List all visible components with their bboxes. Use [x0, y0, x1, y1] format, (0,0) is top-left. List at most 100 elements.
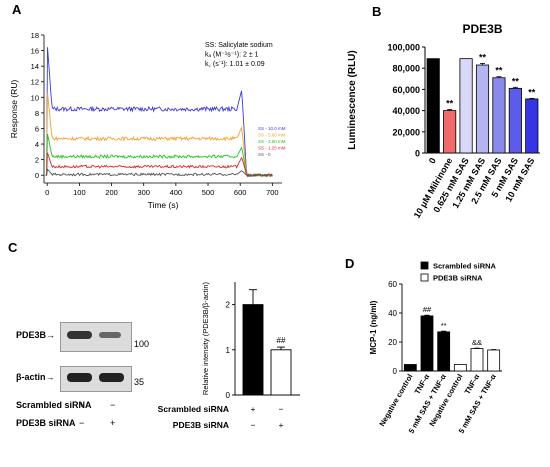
c-row-sign: −: [279, 404, 284, 414]
a-x-tick-label: 0: [45, 188, 49, 197]
a-y-tick-label: 16: [31, 47, 39, 56]
b-significance: **: [528, 87, 536, 97]
panel-label-a: A: [12, 2, 22, 17]
a-legend-entry: SS - 10.0 mM: [258, 126, 286, 131]
d-legend-label: PDE3B siRNA: [433, 274, 483, 283]
a-y-tick-label: 18: [31, 31, 39, 40]
panel-label-b: B: [372, 4, 382, 19]
a-x-tick-label: 200: [105, 188, 118, 197]
d-bar: [453, 364, 467, 372]
a-x-tick-label: 100: [73, 188, 86, 197]
a-annotation: kₐ (M⁻¹s⁻¹): 2 ± 1: [205, 52, 259, 59]
d-bar: [487, 349, 501, 372]
a-y-tick-label: 12: [31, 78, 39, 87]
c-significance: ##: [277, 336, 286, 345]
b-bar: [508, 87, 522, 154]
a-annotation: SS: Salicylate sodium: [205, 42, 273, 49]
b-y-tick-label: 0: [415, 149, 420, 159]
a-y-tick-label: 4: [35, 140, 39, 149]
blot-band-pde3b-label: PDE3B→: [16, 330, 56, 340]
a-legend-entry: SS - 5.00 mM: [258, 133, 286, 138]
blot-row1-label: Scrambled siRNA: [16, 400, 92, 410]
c-y-axis-title: Relative intensity (PDE3B/β-actin): [201, 281, 210, 395]
b-significance: **: [495, 66, 503, 76]
a-x-tick-label: 300: [137, 188, 150, 197]
a-series-line: [45, 152, 273, 177]
a-y-tick-label: 0: [35, 171, 39, 180]
a-y-tick-label: 6: [35, 124, 39, 133]
c-row-sign: +: [251, 404, 256, 414]
blot-actin-band-2: [99, 373, 124, 382]
b-significance: **: [512, 76, 520, 86]
d-bar: [437, 331, 451, 372]
blot-pde3b-band-1: [67, 331, 92, 339]
b-title: PDE3B: [462, 22, 502, 36]
blot-row2-label: PDE3B siRNA: [16, 418, 76, 428]
b-bar: [459, 58, 473, 154]
blot-pde3b-band-2: [99, 332, 121, 338]
d-y-axis-title: MCP-1 (ng/ml): [369, 300, 378, 354]
b-y-tick-label: 80,000: [392, 64, 420, 74]
a-x-axis-title: Time (s): [148, 200, 179, 210]
b-significance: **: [446, 99, 454, 109]
blot-marker-35: 35: [134, 377, 145, 387]
a-series-line: [45, 92, 273, 178]
a-legend-entry: SS - 0: [258, 152, 271, 157]
a-series-line: [45, 168, 273, 177]
d-y-tick-label: 40: [388, 309, 397, 318]
c-bar: [242, 304, 264, 396]
panel-label-d: D: [345, 256, 355, 271]
c-y-tick-label: 2: [226, 301, 231, 310]
blot-row1-sign-1: +: [79, 400, 85, 410]
d-legend-swatch: [420, 273, 429, 282]
d-bar: [403, 364, 417, 372]
b-y-axis-title: Luminescence (RLU): [347, 50, 358, 149]
c-y-tick-label: 0: [226, 391, 231, 400]
b-bar: [443, 110, 457, 154]
b-y-tick-label: 100,000: [387, 43, 420, 53]
a-legend-entry: SS - 2.50 mM: [258, 139, 286, 144]
a-y-tick-label: 14: [31, 62, 39, 71]
d-y-tick-label: 60: [388, 280, 397, 289]
b-y-tick-label: 20,000: [392, 127, 420, 137]
d-y-tick-label: 20: [388, 338, 397, 347]
blot-row2-sign-2: +: [110, 418, 116, 428]
a-annotation: k꜀ (s⁻¹): 1.01 ± 0.09: [205, 61, 265, 68]
c-row-label: Scrambled siRNA: [158, 404, 229, 414]
blot-actin-band-1: [67, 373, 92, 382]
a-x-tick-label: 700: [266, 188, 279, 197]
b-bar: [475, 64, 490, 154]
d-bar: [420, 315, 434, 372]
a-x-tick-label: 600: [234, 188, 247, 197]
a-y-tick-label: 8: [35, 109, 39, 118]
c-y-tick-label: 1: [226, 346, 231, 355]
a-x-tick-label: 500: [202, 188, 215, 197]
d-bar: [470, 348, 484, 372]
c-row-sign: −: [251, 420, 256, 430]
b-significance: **: [479, 52, 487, 62]
c-bar: [270, 349, 292, 396]
blot-row2-sign-1: −: [79, 418, 85, 428]
d-legend-label: Scrambled siRNA: [433, 262, 497, 271]
c-row-label: PDE3B siRNA: [173, 420, 229, 430]
c-row-sign: +: [279, 420, 284, 430]
blot-row1-sign-2: −: [110, 400, 116, 410]
a-x-tick-label: 400: [170, 188, 183, 197]
b-category-label: 0: [427, 156, 438, 165]
d-significance: **: [441, 321, 447, 330]
a-series-line: [45, 47, 273, 178]
d-legend-swatch: [420, 261, 429, 270]
d-significance: ##: [423, 305, 432, 314]
a-y-tick-label: 10: [31, 93, 39, 102]
d-category-label: Negative control: [377, 373, 414, 428]
d-significance: &&: [472, 338, 482, 347]
a-y-axis-title: Response (RU): [9, 80, 19, 139]
blot-band-actin-label: β-actin→: [16, 372, 55, 382]
b-bar: [525, 98, 539, 154]
a-legend-entry: SS - 1.25 mM: [258, 146, 286, 151]
blot-marker-100: 100: [134, 339, 150, 349]
b-y-tick-label: 40,000: [392, 106, 420, 116]
d-y-tick-label: 0: [393, 367, 398, 376]
b-y-tick-label: 60,000: [392, 85, 420, 95]
